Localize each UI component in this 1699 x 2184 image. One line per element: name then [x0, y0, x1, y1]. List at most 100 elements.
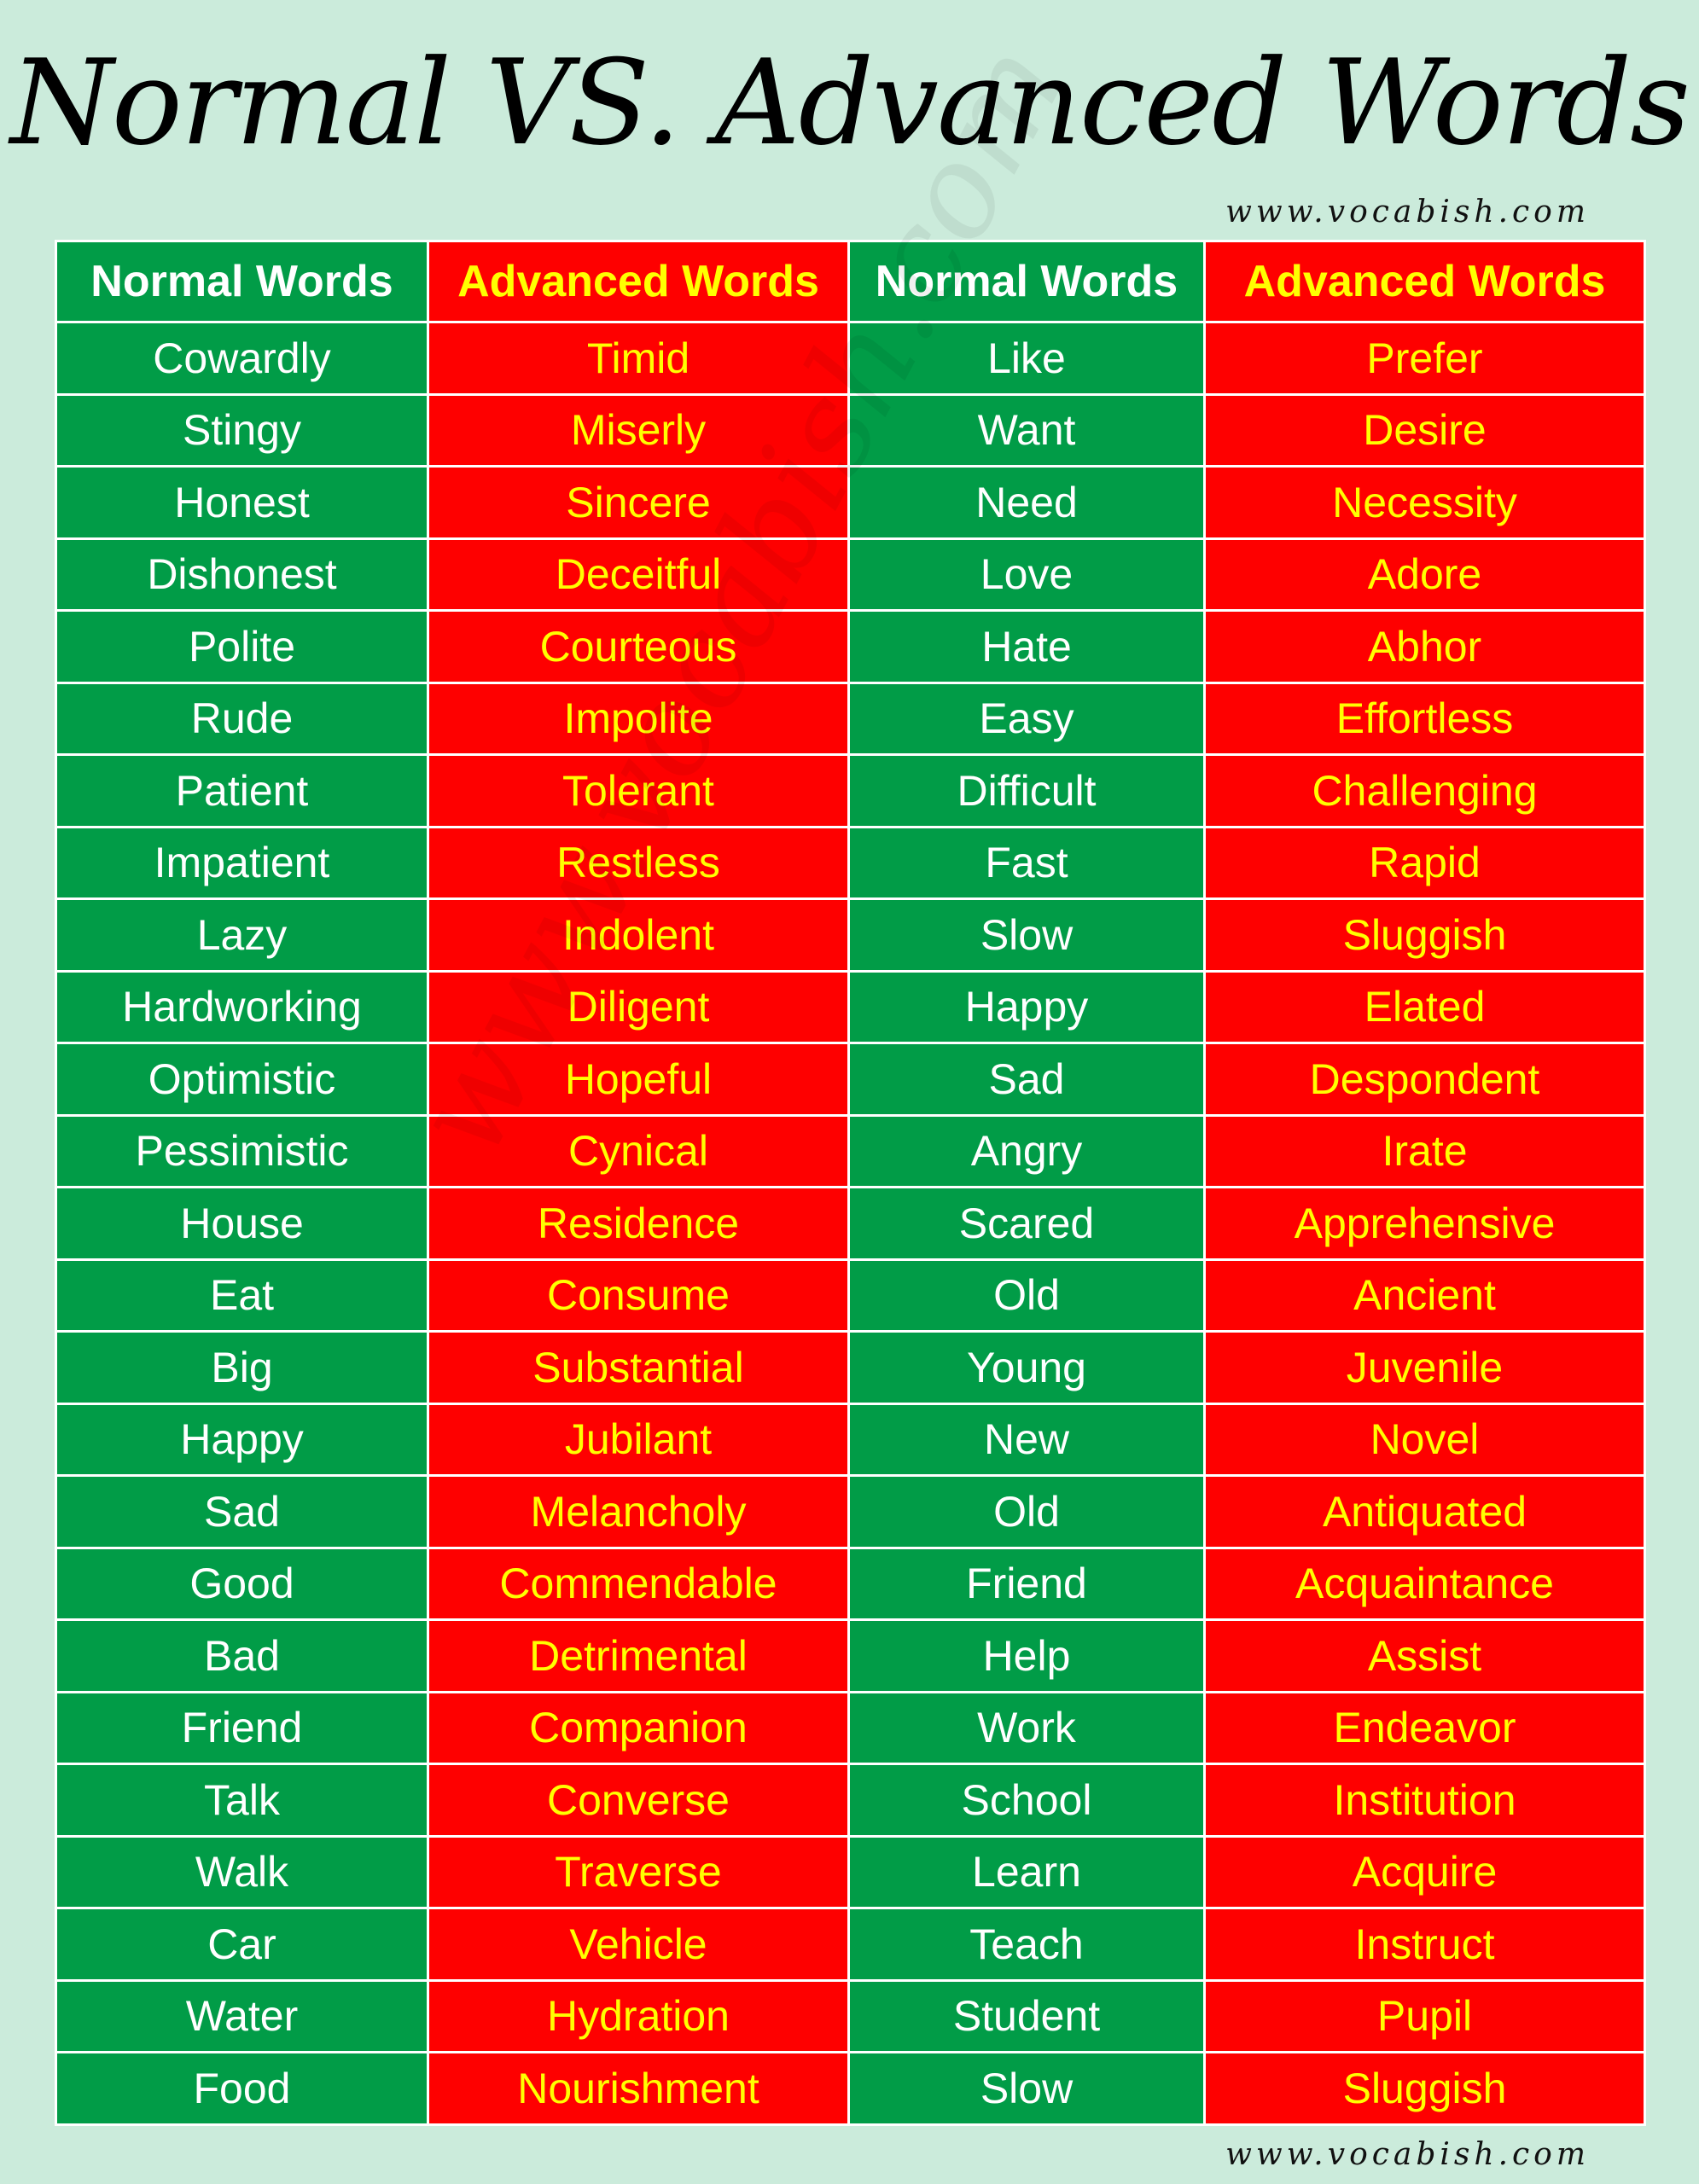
normal-word-cell: Big — [55, 1330, 429, 1405]
advanced-word-cell: Abhor — [1203, 609, 1646, 684]
advanced-word-cell: Effortless — [1203, 681, 1646, 756]
table-row: Pessimistic Cynical Angry Irate — [55, 1113, 1646, 1188]
advanced-word-cell: Sluggish — [1203, 2051, 1646, 2126]
table-row: Optimistic Hopeful Sad Despondent — [55, 1042, 1646, 1117]
advanced-word-cell: Converse — [427, 1763, 850, 1838]
normal-word-cell: Pessimistic — [55, 1113, 429, 1188]
normal-word-cell: Polite — [55, 609, 429, 684]
advanced-word-cell: Impolite — [427, 681, 850, 756]
table-row: Car Vehicle Teach Instruct — [55, 1907, 1646, 1982]
normal-word-cell: Young — [847, 1330, 1206, 1405]
normal-word-cell: Happy — [847, 969, 1206, 1044]
advanced-word-cell: Vehicle — [427, 1907, 850, 1982]
advanced-word-cell: Restless — [427, 825, 850, 900]
normal-word-cell: Talk — [55, 1763, 429, 1838]
header-advanced-words-1: Advanced Words — [427, 240, 850, 323]
advanced-word-cell: Sluggish — [1203, 897, 1646, 973]
normal-word-cell: Student — [847, 1978, 1206, 2053]
table-row: Cowardly Timid Like Prefer — [55, 321, 1646, 396]
normal-word-cell: Difficult — [847, 753, 1206, 828]
normal-word-cell: New — [847, 1402, 1206, 1477]
advanced-word-cell: Deceitful — [427, 537, 850, 612]
advanced-word-cell: Cynical — [427, 1113, 850, 1188]
advanced-word-cell: Acquaintance — [1203, 1546, 1646, 1621]
table-row: Dishonest Deceitful Love Adore — [55, 537, 1646, 612]
website-label-bottom: www.vocabish.com — [1225, 2137, 1590, 2172]
advanced-word-cell: Antiquated — [1203, 1474, 1646, 1549]
normal-word-cell: Dishonest — [55, 537, 429, 612]
normal-word-cell: Stingy — [55, 392, 429, 468]
advanced-word-cell: Courteous — [427, 609, 850, 684]
normal-word-cell: Water — [55, 1978, 429, 2053]
advanced-word-cell: Assist — [1203, 1618, 1646, 1693]
advanced-word-cell: Acquire — [1203, 1834, 1646, 1909]
advanced-word-cell: Juvenile — [1203, 1330, 1646, 1405]
normal-word-cell: Walk — [55, 1834, 429, 1909]
advanced-word-cell: Adore — [1203, 537, 1646, 612]
advanced-word-cell: Nourishment — [427, 2051, 850, 2126]
table-body: Cowardly Timid Like Prefer Stingy Miserly Want… — [55, 321, 1646, 2126]
advanced-word-cell: Residence — [427, 1186, 850, 1261]
advanced-word-cell: Desire — [1203, 392, 1646, 468]
table-row: Friend Companion Work Endeavor — [55, 1690, 1646, 1765]
advanced-word-cell: Sincere — [427, 465, 850, 540]
table-row: Talk Converse School Institution — [55, 1763, 1646, 1838]
advanced-word-cell: Commendable — [427, 1546, 850, 1621]
table-row: Stingy Miserly Want Desire — [55, 392, 1646, 468]
table-row: Hardworking Diligent Happy Elated — [55, 969, 1646, 1044]
advanced-word-cell: Apprehensive — [1203, 1186, 1646, 1261]
table-row: Rude Impolite Easy Effortless — [55, 681, 1646, 756]
normal-word-cell: Sad — [847, 1042, 1206, 1117]
advanced-word-cell: Miserly — [427, 392, 850, 468]
advanced-word-cell: Hopeful — [427, 1042, 850, 1117]
word-table: Normal Words Advanced Words Normal Words… — [55, 240, 1646, 2126]
normal-word-cell: House — [55, 1186, 429, 1261]
advanced-word-cell: Tolerant — [427, 753, 850, 828]
normal-word-cell: Easy — [847, 681, 1206, 756]
advanced-word-cell: Diligent — [427, 969, 850, 1044]
advanced-word-cell: Prefer — [1203, 321, 1646, 396]
page-title: Normal VS. Advanced Words — [10, 34, 1690, 171]
normal-word-cell: Friend — [55, 1690, 429, 1765]
normal-word-cell: Work — [847, 1690, 1206, 1765]
normal-word-cell: Help — [847, 1618, 1206, 1693]
normal-word-cell: Impatient — [55, 825, 429, 900]
normal-word-cell: Slow — [847, 897, 1206, 973]
table-row: Patient Tolerant Difficult Challenging — [55, 753, 1646, 828]
advanced-word-cell: Melancholy — [427, 1474, 850, 1549]
table-row: Happy Jubilant New Novel — [55, 1402, 1646, 1477]
advanced-word-cell: Necessity — [1203, 465, 1646, 540]
advanced-word-cell: Novel — [1203, 1402, 1646, 1477]
normal-word-cell: Learn — [847, 1834, 1206, 1909]
advanced-word-cell: Endeavor — [1203, 1690, 1646, 1765]
advanced-word-cell: Elated — [1203, 969, 1646, 1044]
advanced-word-cell: Jubilant — [427, 1402, 850, 1477]
table-row: Sad Melancholy Old Antiquated — [55, 1474, 1646, 1549]
advanced-word-cell: Detrimental — [427, 1618, 850, 1693]
normal-word-cell: Slow — [847, 2051, 1206, 2126]
advanced-word-cell: Ancient — [1203, 1258, 1646, 1333]
advanced-word-cell: Instruct — [1203, 1907, 1646, 1982]
advanced-word-cell: Irate — [1203, 1113, 1646, 1188]
header-advanced-words-2: Advanced Words — [1203, 240, 1646, 323]
normal-word-cell: School — [847, 1763, 1206, 1838]
normal-word-cell: Friend — [847, 1546, 1206, 1621]
table-row: Good Commendable Friend Acquaintance — [55, 1546, 1646, 1621]
advanced-word-cell: Consume — [427, 1258, 850, 1333]
normal-word-cell: Hardworking — [55, 969, 429, 1044]
advanced-word-cell: Hydration — [427, 1978, 850, 2053]
table-row: Walk Traverse Learn Acquire — [55, 1834, 1646, 1909]
normal-word-cell: Hate — [847, 609, 1206, 684]
normal-word-cell: Bad — [55, 1618, 429, 1693]
table-row: Water Hydration Student Pupil — [55, 1978, 1646, 2053]
advanced-word-cell: Timid — [427, 321, 850, 396]
normal-word-cell: Old — [847, 1474, 1206, 1549]
advanced-word-cell: Pupil — [1203, 1978, 1646, 2053]
normal-word-cell: Optimistic — [55, 1042, 429, 1117]
normal-word-cell: Teach — [847, 1907, 1206, 1982]
website-label-top: www.vocabish.com — [1225, 195, 1590, 229]
normal-word-cell: Old — [847, 1258, 1206, 1333]
header-normal-words-1: Normal Words — [55, 240, 429, 323]
table-row: Honest Sincere Need Necessity — [55, 465, 1646, 540]
normal-word-cell: Happy — [55, 1402, 429, 1477]
